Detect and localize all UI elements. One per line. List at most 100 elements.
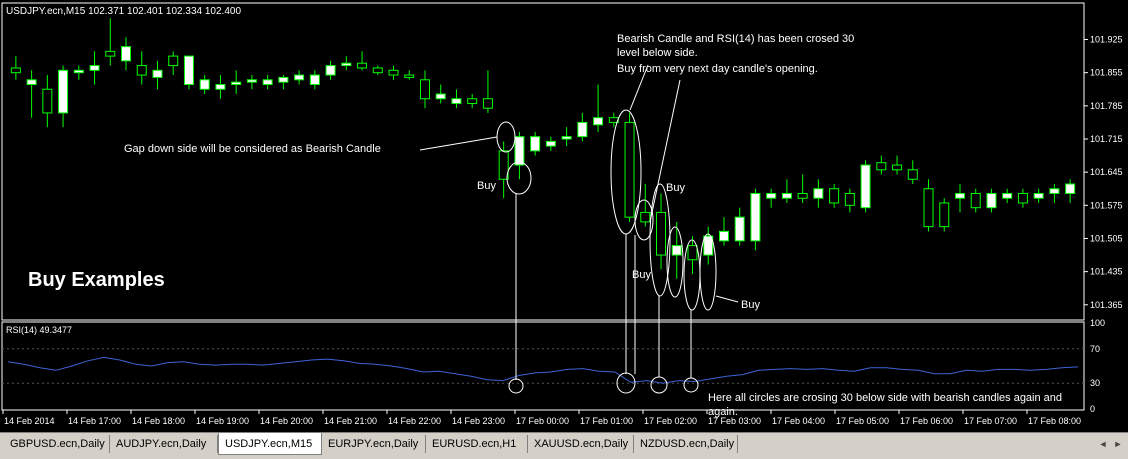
candle xyxy=(482,70,493,113)
candle-body xyxy=(498,150,509,180)
rsi-axis: 100 70 30 0 xyxy=(2,318,1105,414)
chart-area[interactable]: USDJPY.ecn,M15 102.371 102.401 102.334 1… xyxy=(0,0,1128,432)
candle-body xyxy=(58,69,69,114)
candle-body xyxy=(152,69,163,78)
candle xyxy=(231,70,242,94)
tab-eurjpy-ecn-daily[interactable]: EURJPY.ecn,Daily xyxy=(322,435,426,453)
buy-circle-3 xyxy=(649,183,671,297)
candle xyxy=(640,184,651,227)
candle-body xyxy=(278,76,289,83)
rsi-tick-label: 30 xyxy=(1090,378,1100,388)
candle-body xyxy=(687,245,698,261)
candle-body xyxy=(357,62,368,69)
candle-body xyxy=(986,192,997,209)
candle xyxy=(939,198,950,232)
time-axis: 14 Feb 2014 14 Feb 17:00 14 Feb 18:00 14 Fe… xyxy=(2,410,1081,426)
tab-nzdusd-ecn-daily[interactable]: NZDUSD.ecn,Daily xyxy=(634,435,738,453)
tab-audjpy-ecn-daily[interactable]: AUDJPY.ecn,Daily xyxy=(110,435,218,453)
time-tick-label: 17 Feb 01:00 xyxy=(580,416,633,426)
candle xyxy=(388,65,399,80)
buy-label-1: Buy xyxy=(477,180,496,192)
candle xyxy=(545,136,556,151)
candle-body xyxy=(1017,192,1028,204)
candle-body xyxy=(718,230,729,242)
tab-scroll-left-icon[interactable]: ◄ xyxy=(1098,439,1108,449)
candle xyxy=(970,188,981,213)
candle xyxy=(656,193,667,270)
candlestick-series xyxy=(10,18,1076,279)
time-tick-label: 17 Feb 00:00 xyxy=(516,416,569,426)
candle xyxy=(498,141,509,199)
note-rsi-line3: Buy from very next day candle's opening. xyxy=(617,63,818,75)
tab-gbpusd-ecn-daily[interactable]: GBPUSD.ecn,Daily xyxy=(4,435,110,453)
candle xyxy=(624,112,635,222)
candle-body xyxy=(1033,192,1044,199)
candle xyxy=(608,112,619,128)
price-tick-label: 101.855 xyxy=(1090,68,1123,78)
candle-body xyxy=(734,216,745,242)
candle-body xyxy=(419,79,430,100)
tab-usdjpy-ecn-m15[interactable]: USDJPY.ecn,M15 xyxy=(218,433,322,455)
price-tick-label: 101.505 xyxy=(1090,233,1123,243)
price-axis: 101.925 101.855 101.785 101.715 101.645 101.5… xyxy=(1084,35,1123,310)
candle xyxy=(829,184,840,208)
candle-body xyxy=(215,84,226,90)
candle-body xyxy=(608,117,619,123)
symbol-header: USDJPY.ecn,M15 102.371 102.401 102.334 1… xyxy=(6,6,241,17)
candle-body xyxy=(876,162,887,171)
candle-body xyxy=(294,74,305,81)
candle-body xyxy=(813,188,824,199)
candle-body xyxy=(954,192,965,199)
candle-body xyxy=(246,79,257,83)
price-chart-frame xyxy=(1,2,1085,321)
rsi-line xyxy=(7,356,1079,384)
buy-circle-2 xyxy=(634,199,654,241)
candle-body xyxy=(781,192,792,199)
candle-body xyxy=(671,245,682,256)
candle xyxy=(404,70,415,80)
tab-scroll-right-icon[interactable]: ► xyxy=(1113,439,1123,449)
candle-body xyxy=(341,62,352,67)
candle xyxy=(419,70,430,109)
candle xyxy=(262,75,273,90)
tab-xauusd-ecn-daily[interactable]: XAUUSD.ecn,Daily xyxy=(528,435,634,453)
candle xyxy=(954,184,965,213)
price-tick-label: 101.715 xyxy=(1090,134,1123,144)
candle-body xyxy=(1002,192,1013,199)
candle-body xyxy=(325,65,336,76)
chart-tab-bar: GBPUSD.ecn,Daily AUDJPY.ecn,Daily USDJPY.e… xyxy=(0,432,1128,459)
tab-eurusd-ecn-h1[interactable]: EURUSD.ecn,H1 xyxy=(426,435,528,453)
candle-body xyxy=(514,136,525,166)
rsi-series xyxy=(7,356,1079,384)
candle-body xyxy=(766,192,777,199)
candle xyxy=(309,70,320,90)
candle-body xyxy=(231,81,242,86)
candle xyxy=(876,155,887,175)
candle xyxy=(73,65,84,80)
candle-body xyxy=(939,202,950,228)
candle-body xyxy=(105,50,116,57)
candle-body xyxy=(1065,183,1076,194)
candle xyxy=(687,236,698,274)
candle xyxy=(199,75,210,94)
buy-circle-6 xyxy=(699,233,717,311)
candle xyxy=(325,60,336,80)
candle xyxy=(530,131,541,156)
candle-body xyxy=(89,65,100,71)
candle xyxy=(781,179,792,203)
candle-body xyxy=(451,98,462,104)
candle xyxy=(278,75,289,90)
time-tick-label: 14 Feb 23:00 xyxy=(452,416,505,426)
candle xyxy=(435,84,446,104)
candle xyxy=(152,60,163,90)
candle-body xyxy=(892,164,903,171)
candle xyxy=(357,51,368,71)
candle xyxy=(797,174,808,203)
candle xyxy=(136,51,147,85)
candle-body xyxy=(388,69,399,76)
candle xyxy=(514,131,525,180)
candle-body xyxy=(797,192,808,199)
candle xyxy=(734,207,745,246)
candle-body xyxy=(482,98,493,109)
candle-body xyxy=(183,55,194,86)
